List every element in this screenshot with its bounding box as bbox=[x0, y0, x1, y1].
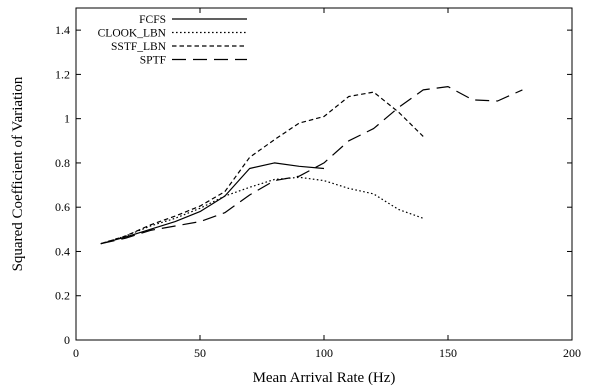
x-tick-label: 0 bbox=[73, 346, 79, 360]
y-tick-label: 1.4 bbox=[55, 23, 70, 37]
x-tick-label: 200 bbox=[563, 346, 581, 360]
x-tick-label: 150 bbox=[439, 346, 457, 360]
series-line-sstf-lbn bbox=[100, 91, 424, 245]
y-tick-label: 1 bbox=[64, 112, 70, 126]
legend-label-fcfs: FCFS bbox=[139, 14, 166, 26]
y-tick-label: 0.4 bbox=[55, 244, 70, 258]
series-line-fcfs bbox=[100, 162, 325, 245]
tick-group: 0 50 100 150 200 0 0.2 0.4 0.6 0.8 1 1.2 1.4 bbox=[55, 8, 581, 360]
legend-label-clook-lbn: CLOOK_LBN bbox=[98, 28, 167, 40]
y-tick-label: 1.2 bbox=[55, 67, 70, 81]
series-line-sptf bbox=[100, 85, 523, 245]
series-group bbox=[100, 85, 523, 245]
y-tick-label: 0.8 bbox=[55, 156, 70, 170]
legend-label-sptf: SPTF bbox=[140, 55, 166, 67]
x-axis-label: Mean Arrival Rate (Hz) bbox=[253, 370, 396, 386]
x-tick-label: 100 bbox=[315, 346, 333, 360]
series-line-clook-lbn bbox=[100, 176, 424, 245]
y-axis-label: Squared Coefficient of Variation bbox=[10, 76, 26, 271]
legend-label-sstf-lbn: SSTF_LBN bbox=[111, 41, 167, 53]
y-tick-label: 0 bbox=[64, 333, 70, 347]
x-tick-label: 50 bbox=[194, 346, 206, 360]
y-tick-label: 0.6 bbox=[55, 200, 70, 214]
y-tick-label: 0.2 bbox=[55, 289, 70, 303]
